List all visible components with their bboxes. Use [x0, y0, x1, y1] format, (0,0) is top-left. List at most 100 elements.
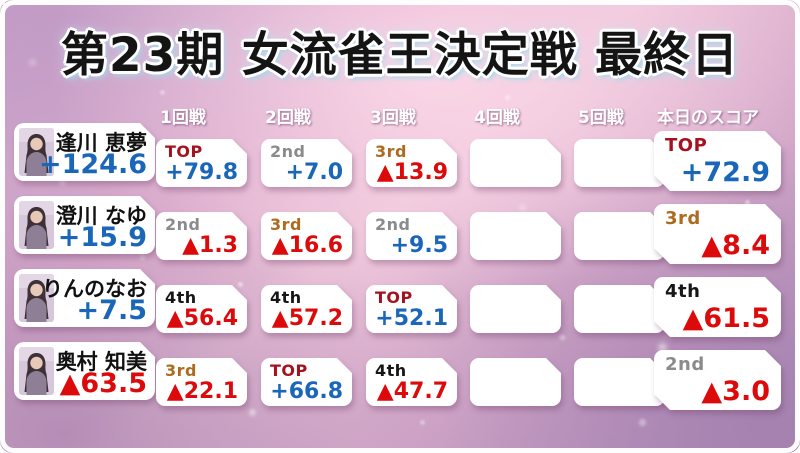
today-score-cell: TOP +72.9: [654, 131, 781, 191]
round-cell-wrap: 4th ▲47.7: [366, 358, 457, 406]
round-score-value: +52.1: [375, 306, 448, 331]
round-result-cell-empty: [574, 285, 665, 333]
round-cell-empty-wrap: [470, 358, 561, 406]
round-result-cell-empty: [470, 139, 561, 187]
player-photo: [19, 347, 54, 395]
round-rank-label: 3rd: [165, 361, 197, 380]
column-header-round3: 3回戦: [370, 108, 416, 128]
round-result-cell: 4th ▲57.2: [261, 285, 352, 333]
round-result-cell-empty: [470, 285, 561, 333]
player-card-wrap: 澄川 なゆ +15.9: [14, 196, 155, 254]
round-rank-label: TOP: [270, 361, 308, 380]
player-card: 逢川 恵夢 +124.6: [14, 123, 155, 181]
today-score-value: ▲8.4: [701, 230, 770, 261]
round-score-value: +7.0: [285, 160, 343, 185]
player-photo: [19, 128, 54, 176]
round-rank-label: 4th: [375, 361, 407, 380]
player-total-score: +7.5: [76, 295, 147, 326]
player-total-score: ▲63.5: [59, 368, 147, 399]
column-header-today-score: 本日のスコア: [657, 108, 759, 128]
round-score-value: +66.8: [270, 379, 343, 404]
round-cell-wrap: 2nd +9.5: [366, 212, 457, 260]
round-result-cell-empty: [574, 212, 665, 260]
round-rank-label: 2nd: [270, 142, 306, 161]
player-total-score: +124.6: [38, 149, 147, 180]
round-result-cell: 3rd ▲22.1: [156, 358, 247, 406]
today-rank-label: 2nd: [665, 354, 705, 375]
round-result-cell: 4th ▲56.4: [156, 285, 247, 333]
column-header-round5: 5回戦: [578, 108, 624, 128]
round-cell-wrap: TOP +66.8: [261, 358, 352, 406]
round-result-cell: 2nd +9.5: [366, 212, 457, 260]
round-score-value: ▲1.3: [182, 233, 238, 258]
round-result-cell: 3rd ▲16.6: [261, 212, 352, 260]
round-score-value: ▲57.2: [271, 306, 343, 331]
round-score-value: ▲56.4: [166, 306, 238, 331]
round-result-cell-empty: [574, 139, 665, 187]
round-score-value: ▲13.9: [376, 160, 448, 185]
today-score-value: ▲61.5: [682, 303, 770, 334]
round-cell-wrap: 3rd ▲22.1: [156, 358, 247, 406]
today-score-cell: 3rd ▲8.4: [654, 204, 781, 264]
player-total-score: +15.9: [57, 222, 147, 253]
round-cell-empty-wrap: [470, 212, 561, 260]
round-cell-wrap: 2nd ▲1.3: [156, 212, 247, 260]
player-name: 澄川 なゆ: [55, 204, 147, 228]
today-score-value: +72.9: [680, 157, 770, 188]
column-header-round1: 1回戦: [160, 108, 206, 128]
round-cell-empty-wrap: [574, 358, 665, 406]
player-card-wrap: 奥村 知美 ▲63.5: [14, 342, 155, 400]
today-rank-label: TOP: [665, 135, 708, 156]
round-result-cell-empty: [470, 212, 561, 260]
player-card-wrap: りんのなお +7.5: [14, 269, 155, 327]
today-score-value: ▲3.0: [701, 376, 770, 407]
player-name: 逢川 恵夢: [55, 131, 147, 155]
round-cell-empty-wrap: [574, 212, 665, 260]
player-card: 澄川 なゆ +15.9: [14, 196, 155, 254]
player-card: 奥村 知美 ▲63.5: [14, 342, 155, 400]
round-result-cell: TOP +66.8: [261, 358, 352, 406]
today-rank-label: 4th: [665, 281, 701, 302]
round-cell-wrap: 4th ▲56.4: [156, 285, 247, 333]
round-cell-empty-wrap: [574, 139, 665, 187]
round-result-cell: 2nd +7.0: [261, 139, 352, 187]
round-rank-label: 3rd: [270, 215, 302, 234]
player-name: 奥村 知美: [55, 350, 147, 374]
round-result-cell-empty: [574, 358, 665, 406]
round-rank-label: TOP: [165, 142, 203, 161]
round-cell-wrap: 4th ▲57.2: [261, 285, 352, 333]
round-score-value: +9.5: [390, 233, 448, 258]
round-result-cell: 4th ▲47.7: [366, 358, 457, 406]
round-rank-label: 4th: [270, 288, 302, 307]
round-cell-empty-wrap: [470, 139, 561, 187]
round-score-value: ▲16.6: [271, 233, 343, 258]
player-photo: [19, 201, 54, 249]
round-score-value: ▲47.7: [376, 379, 448, 404]
today-score-wrap: 2nd ▲3.0: [654, 350, 781, 410]
round-rank-label: 3rd: [375, 142, 407, 161]
today-rank-label: 3rd: [665, 208, 701, 229]
column-header-round4: 4回戦: [474, 108, 520, 128]
round-result-cell: 2nd ▲1.3: [156, 212, 247, 260]
round-rank-label: 2nd: [165, 215, 201, 234]
round-cell-empty-wrap: [470, 285, 561, 333]
round-cell-wrap: TOP +52.1: [366, 285, 457, 333]
player-name: りんのなお: [42, 277, 147, 301]
sparkle-bokeh-decoration: [0, 0, 5, 5]
round-rank-label: 4th: [165, 288, 197, 307]
today-score-cell: 4th ▲61.5: [654, 277, 781, 337]
round-result-cell-empty: [470, 358, 561, 406]
player-card: りんのなお +7.5: [14, 269, 155, 327]
today-score-wrap: 3rd ▲8.4: [654, 204, 781, 264]
round-result-cell: TOP +52.1: [366, 285, 457, 333]
round-rank-label: 2nd: [375, 215, 411, 234]
player-photo: [19, 274, 54, 322]
round-result-cell: 3rd ▲13.9: [366, 139, 457, 187]
round-cell-wrap: TOP +79.8: [156, 139, 247, 187]
round-cell-empty-wrap: [574, 285, 665, 333]
today-score-wrap: TOP +72.9: [654, 131, 781, 191]
round-score-value: ▲22.1: [166, 379, 238, 404]
column-header-round2: 2回戦: [265, 108, 311, 128]
round-score-value: +79.8: [165, 160, 238, 185]
